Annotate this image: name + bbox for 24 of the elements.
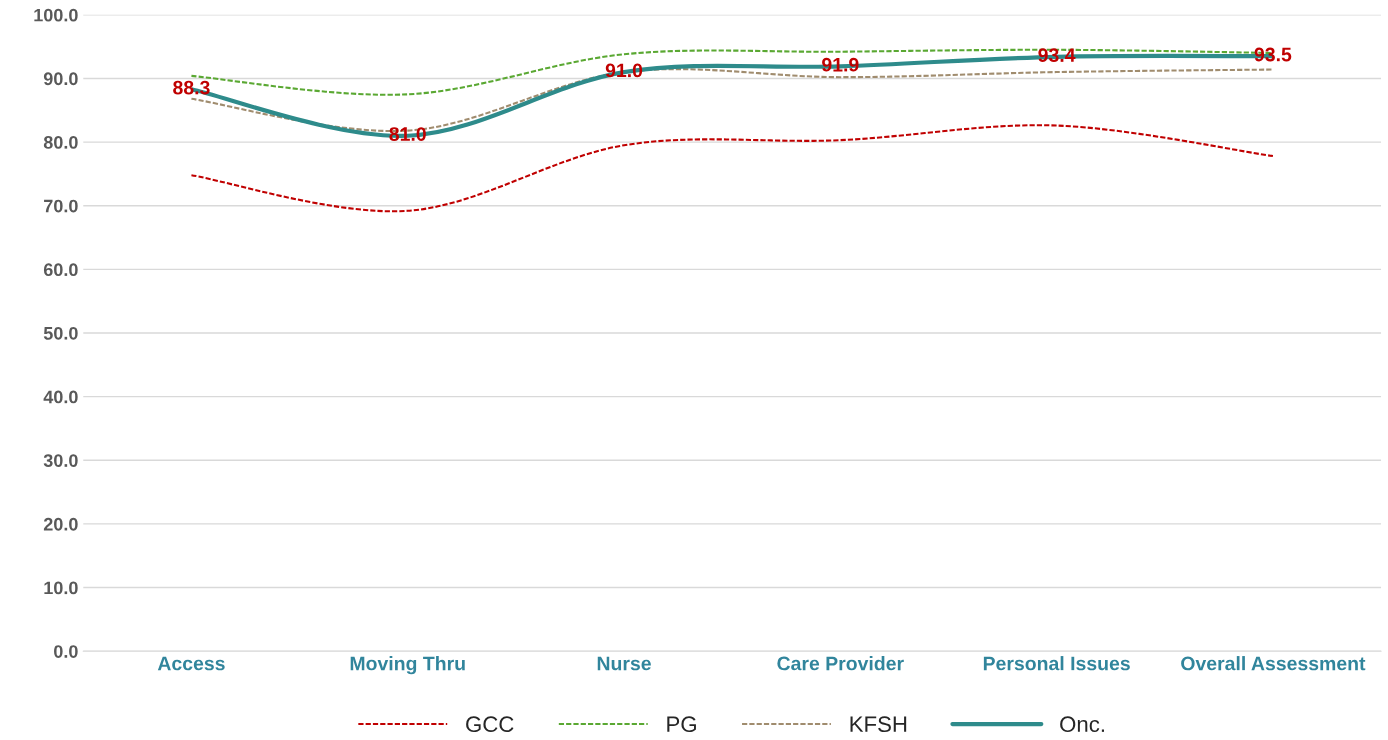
y-tick-label: 100.0	[34, 8, 78, 22]
x-tick-label: Personal Issues	[983, 656, 1130, 671]
legend-label: KFSH	[850, 716, 907, 733]
data-label: 93.5	[1254, 47, 1292, 62]
x-tick-label: Access	[157, 656, 225, 671]
y-tick-label: 30.0	[43, 454, 78, 468]
x-tick-label: Moving Thru	[350, 656, 465, 675]
legend-label: GCC	[466, 716, 514, 733]
y-tick-label: 0.0	[54, 645, 78, 658]
legend-label: PG	[667, 716, 696, 733]
y-tick-label: 20.0	[43, 517, 78, 531]
line-series	[190, 124, 1274, 213]
data-label: 88.3	[173, 80, 210, 95]
x-tick-label: Overall Assessment	[1181, 656, 1366, 671]
y-tick-label: 40.0	[43, 390, 78, 404]
y-tick-label: 50.0	[43, 326, 78, 340]
y-tick-label: 60.0	[43, 263, 78, 277]
y-tick-label: 80.0	[43, 136, 78, 149]
x-tick-label: Care Provider	[777, 656, 904, 671]
legend-label: Onc.	[1060, 716, 1104, 733]
x-tick-label: Nurse	[597, 656, 651, 671]
y-tick-label: 10.0	[44, 581, 78, 595]
y-tick-label: 90.0	[43, 72, 78, 86]
y-tick-label: 70.0	[44, 199, 78, 213]
